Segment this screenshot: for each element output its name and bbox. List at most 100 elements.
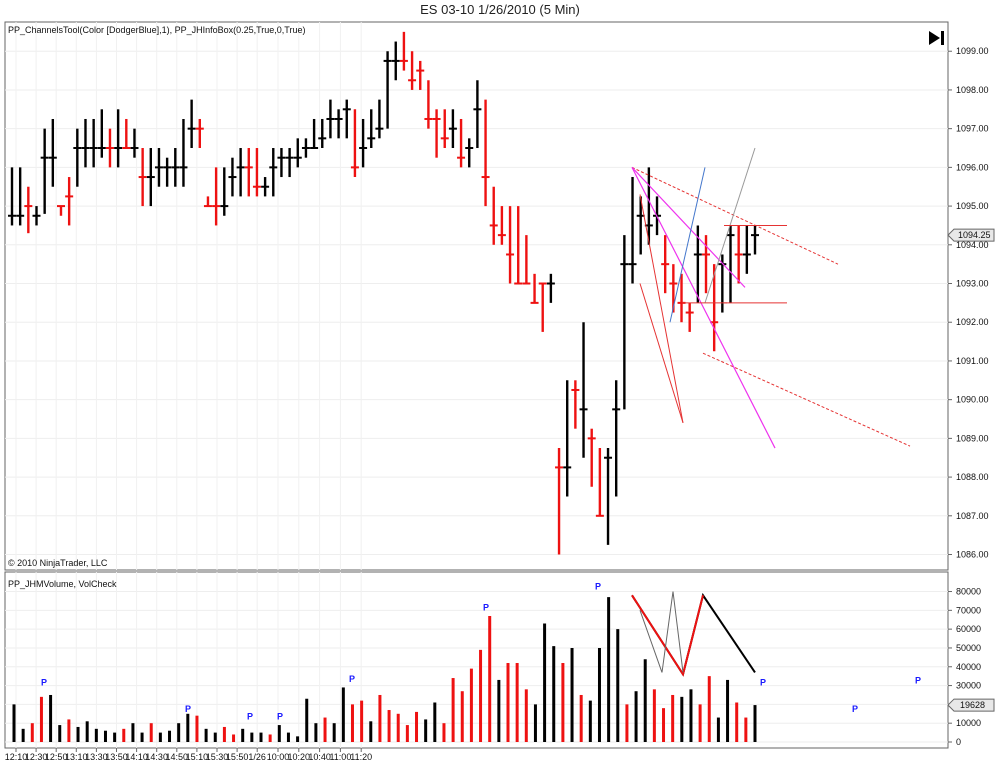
volume-zigzag-gray	[639, 591, 684, 673]
volume-tick-label: 40000	[956, 662, 981, 672]
price-bar	[375, 99, 384, 139]
price-indicator-label: PP_ChannelsTool(Color [DodgerBlue],1), P…	[8, 25, 305, 35]
price-bar	[236, 148, 245, 197]
time-tick-label: 10:40	[308, 752, 331, 762]
price-bar	[179, 118, 188, 187]
time-tick-label: 11:00	[329, 752, 351, 762]
price-tick-label: 1086.00	[956, 550, 989, 560]
price-bar	[228, 157, 237, 197]
volume-tick-label: 80000	[956, 587, 981, 597]
channel-magenta-line-2	[631, 166, 746, 288]
channel-dashed-lower	[702, 352, 911, 447]
pivot-marker: P	[247, 711, 253, 721]
price-bar	[8, 167, 16, 226]
price-tick-label: 1095.00	[956, 201, 989, 211]
price-bar	[342, 99, 351, 139]
price-bar	[587, 428, 596, 487]
price-bar	[187, 99, 196, 149]
pivot-marker: P	[277, 711, 283, 721]
time-tick-label: 15:10	[186, 752, 209, 762]
price-tick-label: 1098.00	[956, 85, 989, 95]
price-bar	[114, 109, 123, 168]
price-bar	[318, 118, 327, 149]
pivot-marker: P	[760, 678, 766, 688]
price-bar	[481, 99, 490, 207]
time-tick-label: 13:10	[65, 752, 88, 762]
channel-blue-line	[669, 167, 706, 323]
price-bar	[334, 109, 343, 139]
volume-tick-label: 60000	[956, 624, 981, 634]
price-tick-label: 1094.00	[956, 240, 989, 250]
price-bar	[440, 109, 449, 149]
price-tick-label: 1091.00	[956, 356, 989, 366]
channel-magenta-line	[631, 167, 776, 449]
channel-red-line-2	[639, 283, 684, 424]
price-bar	[457, 118, 466, 168]
price-bar	[546, 273, 555, 303]
volume-zigzag-red	[631, 594, 704, 677]
price-bar	[742, 225, 751, 274]
price-bar	[16, 167, 25, 226]
price-bar	[359, 118, 368, 168]
price-bar	[261, 177, 270, 197]
time-tick-label: 12:50	[45, 752, 68, 762]
price-bar	[73, 128, 82, 187]
price-bar	[685, 302, 694, 332]
price-bar	[391, 41, 400, 81]
price-bar	[604, 448, 613, 545]
price-bar	[122, 118, 131, 150]
price-tick-label: 1096.00	[956, 162, 989, 172]
copyright-label: © 2010 NinjaTrader, LLC	[8, 558, 108, 568]
current-volume-label: 19628	[960, 700, 985, 710]
price-bar	[538, 282, 547, 332]
channel-dashed-upper	[631, 166, 839, 265]
price-bar	[350, 109, 359, 178]
price-bar	[24, 186, 33, 234]
price-tick-label: 1090.00	[956, 395, 989, 405]
pivot-marker: P	[349, 674, 355, 684]
price-tick-label: 1099.00	[956, 46, 989, 56]
price-tick-label: 1089.00	[956, 433, 989, 443]
price-bar	[301, 138, 310, 158]
price-bar	[473, 80, 482, 149]
price-bar	[522, 235, 531, 285]
volume-tick-label: 10000	[956, 718, 981, 728]
price-bar	[612, 380, 621, 497]
price-bar	[416, 60, 425, 90]
price-bar	[726, 225, 735, 303]
time-tick-label: 13:30	[85, 752, 108, 762]
current-price-label: 1094.25	[958, 230, 991, 240]
time-tick-label: 15:50	[226, 752, 249, 762]
time-tick-label: 10:00	[267, 752, 290, 762]
price-bar	[285, 148, 294, 178]
price-bar	[399, 31, 408, 71]
price-bar	[171, 148, 180, 187]
pivot-marker: P	[852, 704, 858, 714]
current-volume-marker	[947, 698, 995, 712]
time-tick-label: 12:30	[25, 752, 48, 762]
price-tick-label: 1097.00	[956, 124, 989, 134]
price-bar	[465, 138, 474, 168]
price-bar	[424, 80, 433, 129]
price-bar	[595, 448, 604, 517]
price-bar	[636, 196, 645, 255]
price-bar	[138, 148, 147, 207]
price-bar	[277, 148, 286, 178]
volume-panel-frame	[4, 571, 949, 749]
price-bar	[497, 206, 506, 245]
price-bar	[244, 148, 253, 197]
price-bar	[212, 167, 221, 226]
price-bar	[65, 177, 74, 226]
price-bar	[163, 157, 172, 187]
price-bar	[97, 109, 106, 158]
price-tick-label: 1087.00	[956, 511, 989, 521]
price-bar	[514, 206, 523, 285]
price-bar	[220, 167, 229, 216]
price-bar	[293, 138, 302, 168]
volume-tick-label: 50000	[956, 643, 981, 653]
price-bar	[571, 380, 580, 429]
volume-tick-label: 0	[956, 737, 961, 747]
price-bar	[530, 273, 539, 304]
pivot-marker: P	[915, 676, 921, 686]
